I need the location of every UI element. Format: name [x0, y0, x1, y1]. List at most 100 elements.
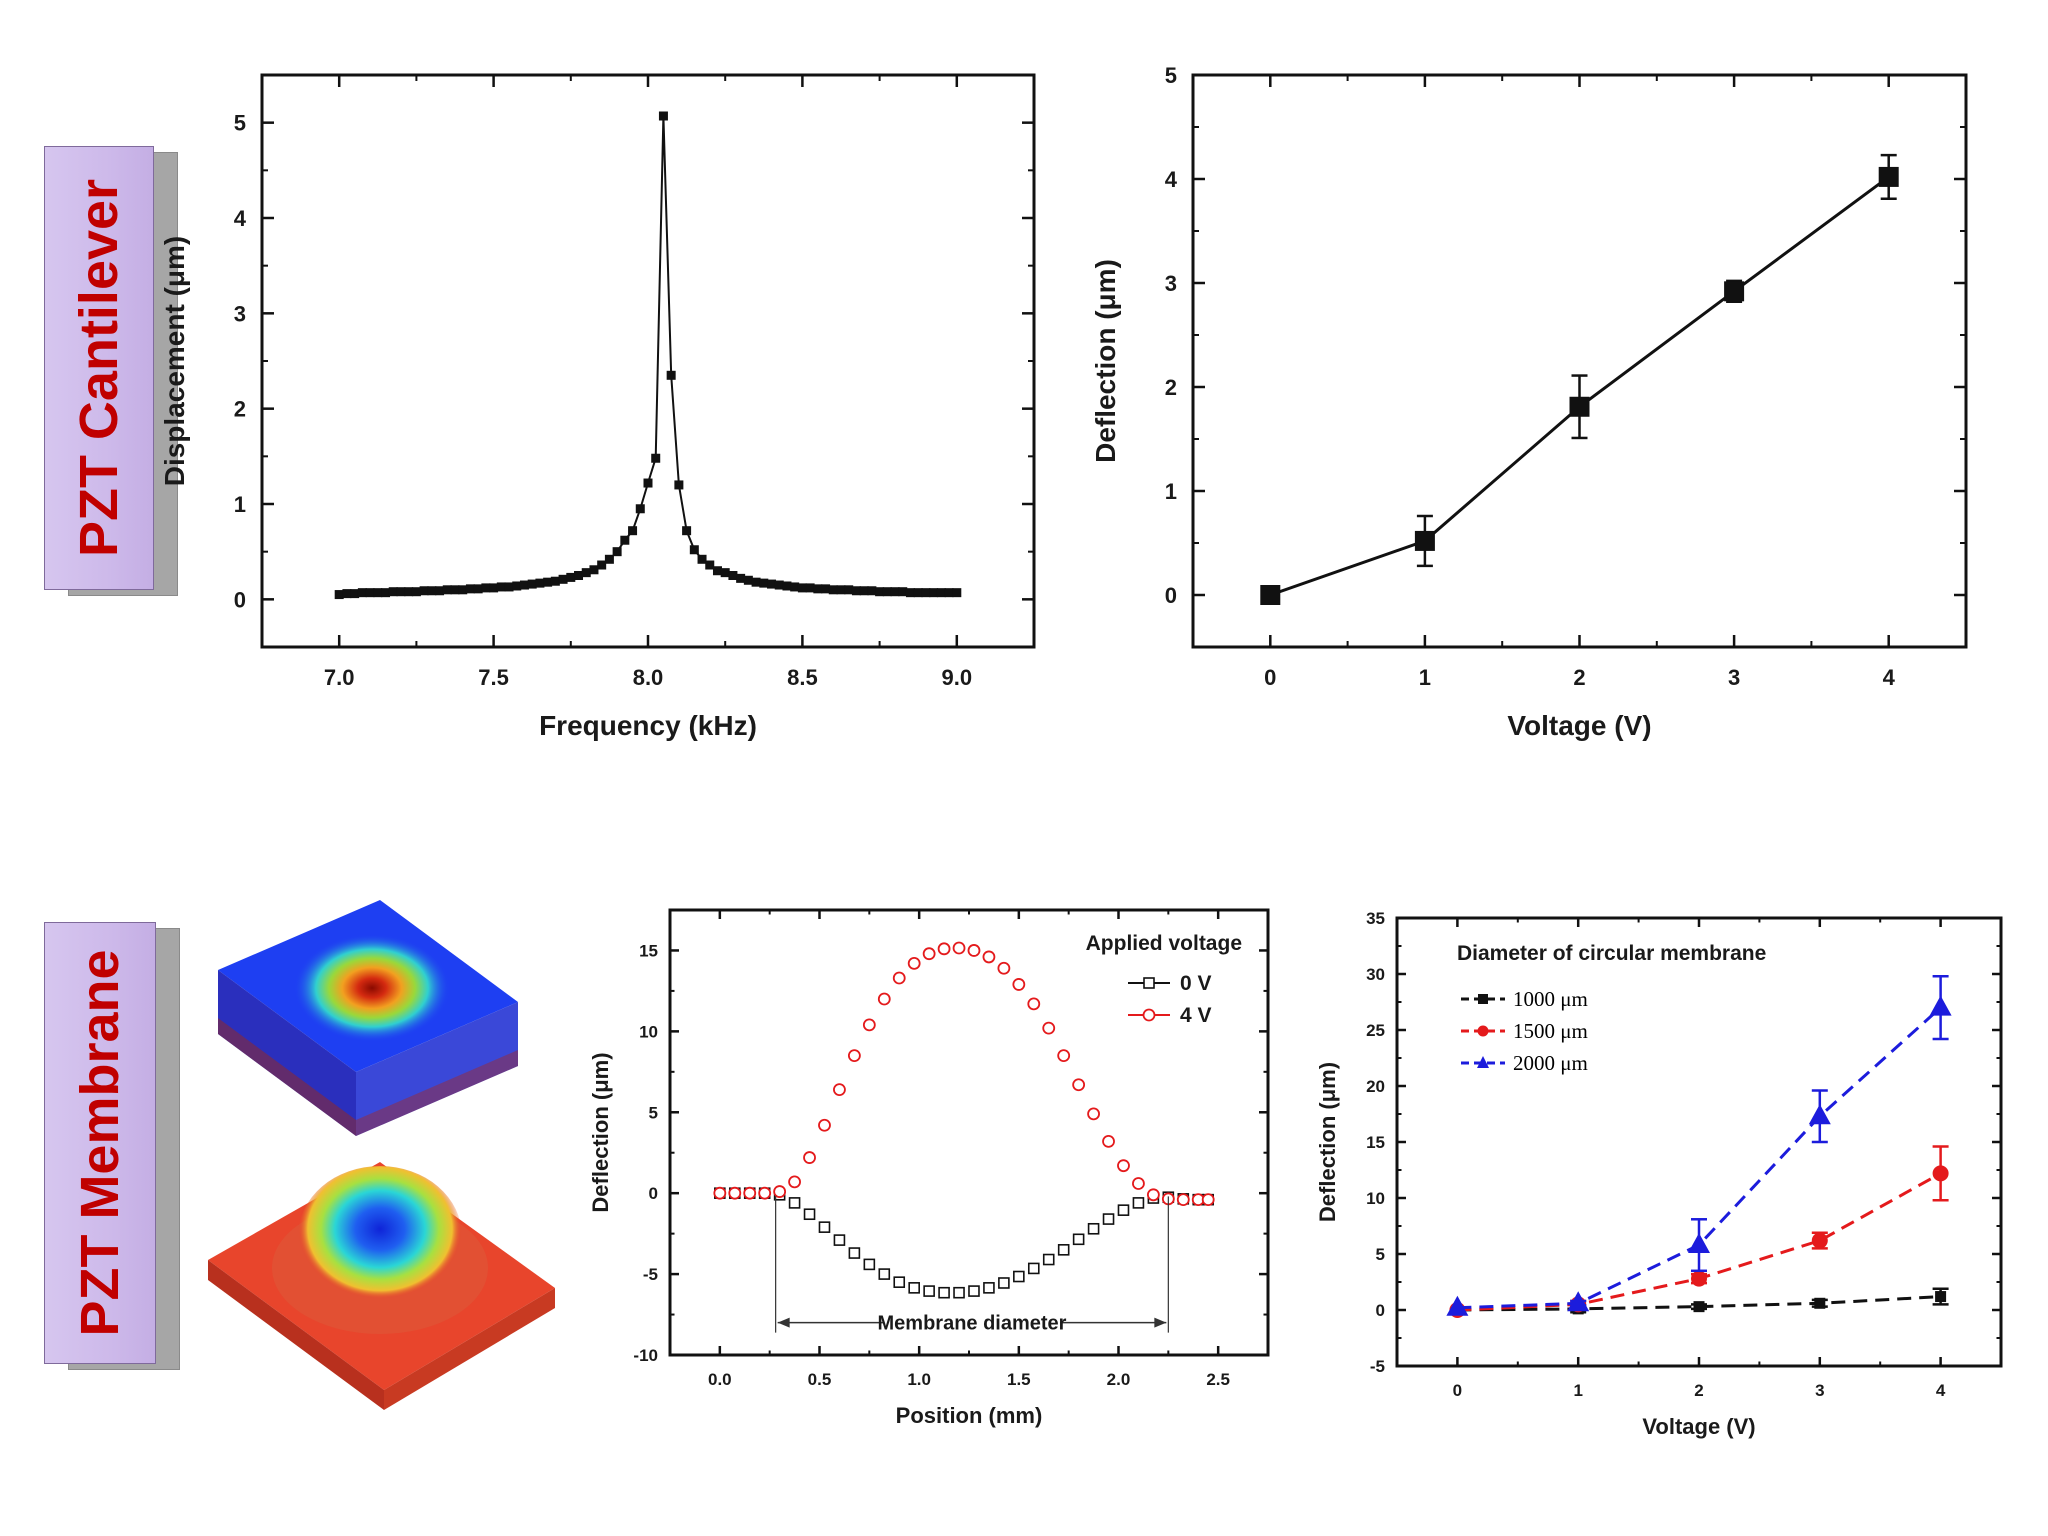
data-point	[365, 588, 375, 598]
data-point	[473, 584, 483, 594]
data-point	[736, 573, 746, 583]
data-point	[774, 580, 784, 590]
data-point	[944, 588, 954, 598]
x-tick-label: 7.0	[324, 665, 355, 690]
data-point	[759, 578, 769, 588]
data-point	[334, 590, 344, 600]
data-point	[435, 586, 445, 596]
y-tick-label: 0	[234, 587, 246, 612]
data-point	[512, 581, 522, 591]
data-point	[651, 453, 661, 463]
data-point	[929, 588, 939, 598]
data-point	[635, 504, 645, 514]
data-point	[751, 577, 761, 587]
x-axis-title: Frequency (kHz)	[539, 710, 757, 741]
data-point	[712, 566, 722, 576]
data-point	[782, 581, 792, 591]
data-point	[790, 582, 800, 592]
data-point	[882, 587, 892, 597]
plot-frame	[260, 73, 1036, 649]
data-point	[898, 587, 908, 597]
data-point	[519, 580, 529, 590]
data-point	[612, 547, 622, 557]
data-point	[597, 560, 607, 570]
data-point	[450, 585, 460, 595]
data-point	[543, 577, 553, 587]
data-point	[936, 588, 946, 598]
y-tick-label: 4	[234, 206, 247, 231]
data-point	[419, 586, 429, 596]
data-point	[620, 535, 630, 545]
data-point	[535, 578, 545, 588]
data-point	[427, 586, 437, 596]
data-point	[689, 545, 699, 555]
data-point	[589, 565, 599, 575]
data-point	[604, 554, 614, 564]
data-point	[465, 584, 475, 594]
data-point	[859, 586, 869, 596]
x-tick-label: 8.0	[633, 665, 664, 690]
data-point	[558, 574, 568, 584]
data-point	[550, 576, 560, 586]
data-point	[805, 583, 815, 593]
data-point	[628, 526, 638, 536]
data-point	[813, 584, 823, 594]
data-point	[828, 585, 838, 595]
data-point	[867, 586, 877, 596]
y-tick-label: 5	[234, 111, 246, 136]
data-point	[342, 589, 352, 599]
data-point	[836, 585, 846, 595]
y-tick-label: 1	[234, 492, 246, 517]
data-point	[890, 587, 900, 597]
data-point	[905, 588, 915, 598]
data-point	[821, 584, 831, 594]
data-point	[388, 587, 398, 597]
membrane-plate-actuated	[208, 1162, 555, 1410]
data-point	[442, 585, 452, 595]
data-point	[767, 579, 777, 589]
x-tick-label: 7.5	[478, 665, 509, 690]
data-point	[666, 370, 676, 380]
data-point	[797, 583, 807, 593]
data-point	[952, 588, 962, 598]
data-point	[743, 575, 753, 585]
data-point	[458, 585, 468, 595]
membrane-3d-renderings	[208, 900, 555, 1410]
data-point	[851, 586, 861, 596]
data-point	[373, 588, 383, 598]
data-point	[658, 111, 668, 121]
x-tick-label: 9.0	[942, 665, 973, 690]
membrane-label-tile: PZT Membrane	[44, 922, 156, 1364]
data-point	[504, 582, 514, 592]
data-point	[875, 587, 885, 597]
data-point	[404, 587, 414, 597]
data-point	[720, 568, 730, 578]
x-tick-label: 8.5	[787, 665, 818, 690]
data-point	[489, 583, 499, 593]
data-point	[643, 478, 653, 488]
data-point	[411, 587, 421, 597]
data-point	[844, 585, 854, 595]
cantilever-label-tile: PZT Cantilever	[44, 146, 154, 590]
data-point	[566, 572, 576, 582]
data-point	[381, 588, 391, 598]
y-tick-label: 2	[234, 397, 246, 422]
data-point	[357, 588, 367, 598]
data-point	[396, 587, 406, 597]
data-point	[496, 582, 506, 592]
y-axis-title: Displacement (μm)	[159, 236, 190, 487]
data-point	[697, 554, 707, 564]
data-point	[350, 589, 360, 599]
data-point	[682, 526, 692, 536]
data-point	[913, 588, 923, 598]
data-point	[581, 568, 591, 578]
data-point	[921, 588, 931, 598]
membrane-block-unactuated	[218, 900, 518, 1136]
y-tick-label: 3	[234, 301, 246, 326]
data-point	[574, 571, 584, 580]
data-point	[674, 480, 684, 490]
series-line-0	[339, 115, 957, 596]
data-point	[728, 571, 738, 580]
data-point	[705, 560, 715, 570]
